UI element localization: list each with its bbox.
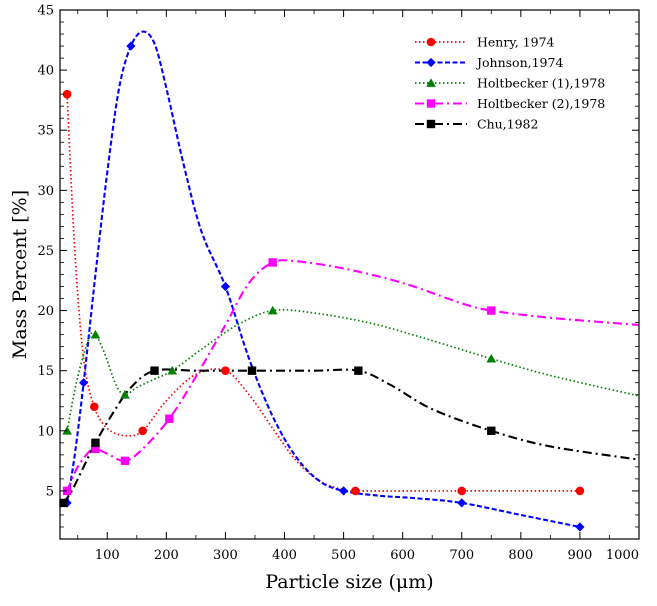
series-3-point-2 <box>90 329 101 339</box>
legend-label-2: Johnson,1974 <box>475 55 563 70</box>
legend-label-4: Holtbecker (2),1978 <box>477 96 605 111</box>
series-3-point-5 <box>267 305 278 315</box>
series-4-point-6 <box>487 306 496 315</box>
series-line-4 <box>66 259 639 492</box>
series-1-point-7 <box>575 486 585 496</box>
series-3-point-1 <box>62 425 72 435</box>
series-3-point-6 <box>486 353 497 363</box>
x-tick-label: 700 <box>449 548 474 563</box>
series-line-5 <box>62 368 639 504</box>
series-2-point-3 <box>126 41 136 51</box>
marker-layer <box>59 41 585 532</box>
legend-marker-1 <box>426 37 436 47</box>
y-tick-label: 35 <box>37 124 54 139</box>
series-5-point-3 <box>150 366 159 375</box>
x-tick-label: 500 <box>331 548 356 563</box>
x-tick-label: 900 <box>568 548 593 563</box>
y-tick-label: 10 <box>37 424 54 439</box>
y-tick-label: 45 <box>37 4 54 19</box>
series-3-point-4 <box>167 365 178 375</box>
y-axis-title: Mass Percent [%] <box>9 190 31 359</box>
x-tick-label: 800 <box>508 548 533 563</box>
series-line-2 <box>66 30 581 529</box>
series-2-point-2 <box>79 378 89 388</box>
tick-layer: 100 200 300 400 500 600 700 800 900 1000 5 10 15 20 25… <box>37 4 640 563</box>
legend-marker-2 <box>426 57 436 68</box>
series-5-point-5 <box>354 366 363 375</box>
series-1-point-5 <box>351 486 360 496</box>
x-tick-label: 600 <box>390 548 415 563</box>
series-1-point-6 <box>457 486 467 496</box>
y-tick-label: 15 <box>37 364 54 379</box>
series-2-point-7 <box>575 522 585 532</box>
legend-label-3: Holtbecker (1),1978 <box>477 76 605 91</box>
legend: Henry, 1974 Johnson,1974 Holtbecker (1),19… <box>415 35 605 132</box>
x-tick-label: 200 <box>154 548 179 563</box>
y-tick-label: 25 <box>37 244 54 259</box>
series-1-point-1 <box>62 89 72 99</box>
series-5-point-2 <box>91 438 100 448</box>
x-tick-label: 400 <box>272 548 297 563</box>
series-2-point-5 <box>338 486 349 496</box>
y-tick-label: 20 <box>37 304 54 319</box>
legend-marker-5 <box>426 119 436 129</box>
series-2-point-6 <box>457 498 467 508</box>
legend-marker-3 <box>426 78 436 87</box>
x-tick-label: 1000 <box>606 548 639 563</box>
y-tick-label: 30 <box>37 184 54 199</box>
series-4-point-5 <box>268 258 277 267</box>
series-4-point-3 <box>120 456 130 466</box>
x-tick-label: 100 <box>95 548 120 563</box>
series-5-point-4 <box>247 366 257 375</box>
series-4-point-4 <box>165 414 174 423</box>
legend-marker-4 <box>426 99 436 108</box>
y-tick-label: 5 <box>46 484 54 499</box>
series-5-point-6 <box>487 426 496 435</box>
series-1-point-4 <box>221 366 230 375</box>
series-1-point-2 <box>89 402 99 412</box>
series-1-point-3 <box>138 426 148 436</box>
legend-label-1: Henry, 1974 <box>477 35 555 50</box>
legend-label-5: Chu,1982 <box>477 117 538 132</box>
x-tick-label: 300 <box>213 548 238 563</box>
x-axis-title: Particle size (μm) <box>265 571 433 593</box>
series-3-point-3 <box>120 389 130 399</box>
series-2-point-4 <box>220 281 231 292</box>
y-tick-label: 40 <box>37 64 54 79</box>
series-4-point-2 <box>91 444 100 454</box>
series-4-point-1 <box>62 486 72 496</box>
